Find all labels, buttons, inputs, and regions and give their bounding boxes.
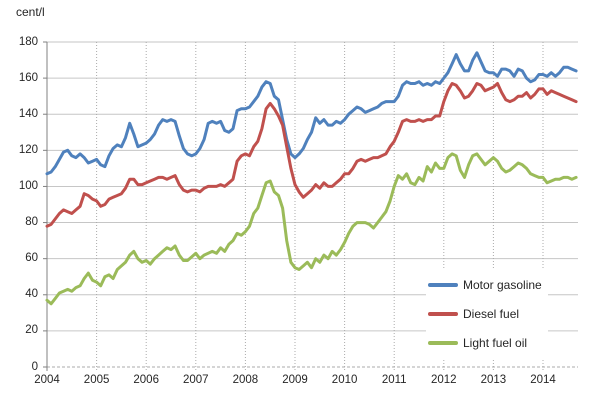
series-line-motor-gasoline [45, 51, 578, 176]
legend-label-diesel-fuel: Diesel fuel [463, 306, 520, 321]
legend-item-motor-gasoline: Motor gasoline [428, 270, 542, 299]
legend-swatch-light-fuel-oil [428, 340, 458, 345]
x-tick-label-2008: 2008 [232, 374, 259, 386]
x-tick-label-2010: 2010 [331, 374, 358, 386]
legend-item-diesel-fuel: Diesel fuel [428, 299, 542, 328]
y-axis-unit-label: cent/l [16, 5, 45, 19]
x-tick-label-2009: 2009 [282, 374, 308, 386]
y-tick-label-0: 0 [31, 360, 38, 373]
y-tick-label-180: 180 [18, 35, 38, 48]
y-tick-label-20: 20 [25, 324, 38, 337]
x-tick-label-2014: 2014 [530, 374, 556, 386]
y-tick-label-60: 60 [25, 252, 38, 265]
y-tick-label-160: 160 [18, 71, 38, 84]
y-tick-label-120: 120 [18, 143, 38, 156]
legend: Motor gasoline Diesel fuel Light fuel oil [426, 269, 548, 358]
x-tick-label-2011: 2011 [381, 374, 407, 386]
series-line-light-fuel-oil [45, 152, 578, 306]
y-tick-label-80: 80 [25, 216, 38, 229]
legend-swatch-diesel-fuel [428, 311, 458, 316]
legend-label-light-fuel-oil: Light fuel oil [463, 335, 528, 350]
y-tick-label-40: 40 [25, 288, 38, 301]
x-tick-label-2013: 2013 [480, 374, 507, 386]
y-tick-label-100: 100 [18, 179, 38, 192]
legend-item-light-fuel-oil: Light fuel oil [428, 328, 542, 357]
x-tick-label-2006: 2006 [133, 374, 159, 386]
series-line-diesel-fuel [45, 82, 578, 228]
legend-label-motor-gasoline: Motor gasoline [463, 277, 542, 292]
x-tick-label-2005: 2005 [83, 374, 110, 386]
x-tick-label-2007: 2007 [183, 374, 209, 386]
x-tick-label-2012: 2012 [431, 374, 457, 386]
legend-swatch-motor-gasoline [428, 282, 458, 287]
y-tick-label-140: 140 [18, 107, 38, 120]
x-tick-label-2004: 2004 [34, 374, 60, 386]
